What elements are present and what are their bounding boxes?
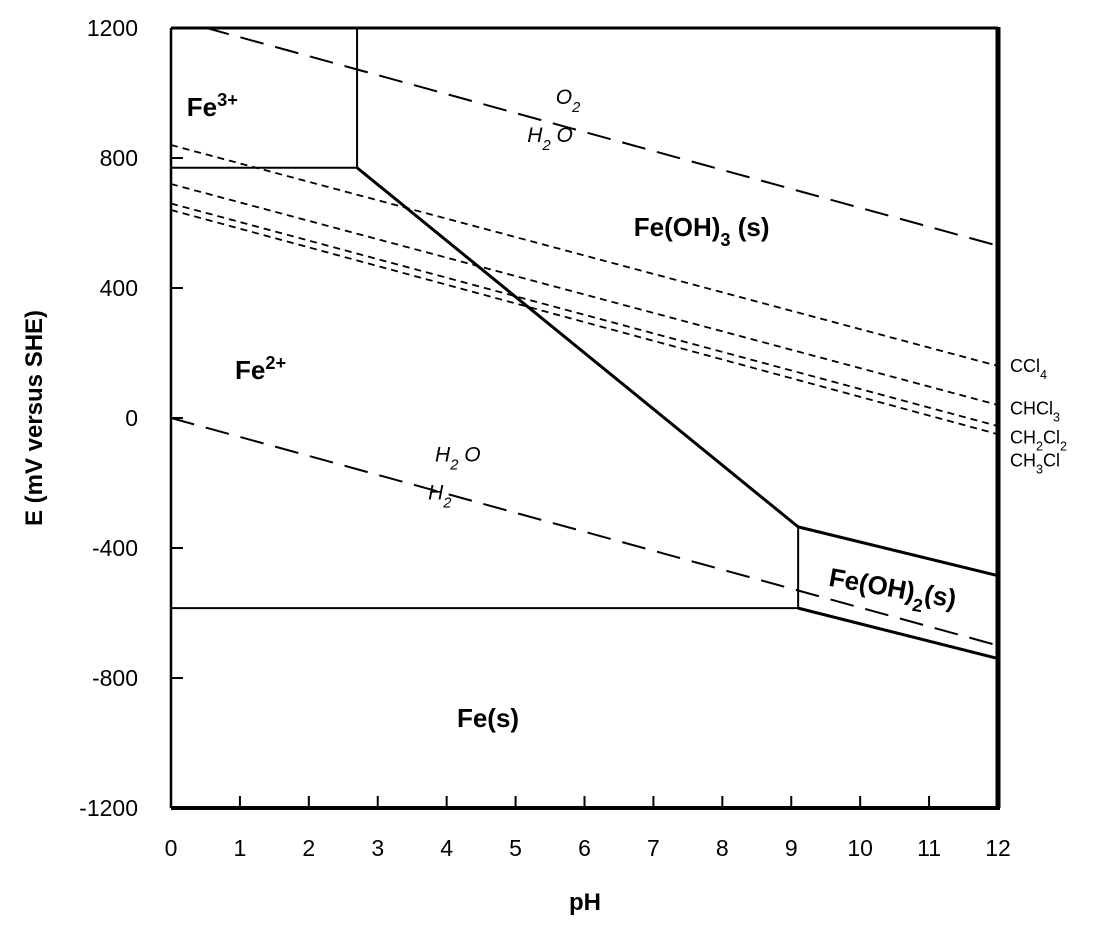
- phase-boundary-fe-oh-3-fe2: [356, 166, 800, 529]
- y-tick-label-800: 800: [100, 145, 138, 171]
- chart-labels: Fe3+ Fe2+ Fe(OH)3 (s) Fe(OH)2(s) Fe(s) O2 H2 O…: [187, 86, 1067, 733]
- x-tick-label-7: 7: [647, 835, 660, 861]
- y-tick-label-1200: 1200: [87, 15, 138, 41]
- x-tick-label-11: 11: [917, 835, 941, 861]
- x-tick-label-4: 4: [440, 835, 453, 861]
- couple-label-bottom-0: H2 O: [527, 124, 573, 154]
- region-label-fe2: Fe2+: [235, 353, 286, 385]
- y-tick-label-800: -800: [92, 665, 138, 691]
- x-tick-label-6: 6: [578, 835, 591, 861]
- region-label-fe3: Fe3+: [187, 90, 238, 122]
- region-label-fe-oh-2-s: Fe(OH)2(s): [825, 562, 958, 622]
- species-label-ch3cl: CH3Cl: [1010, 450, 1060, 476]
- x-tick-label-0: 0: [165, 835, 178, 861]
- phase-boundary-fe-oh-3-fe-oh-2: [797, 525, 998, 578]
- y-axis-title: E (mV versus SHE): [21, 310, 48, 526]
- y-tick-label-400: 400: [100, 275, 138, 301]
- species-label-chcl3: CHCl3: [1010, 398, 1060, 424]
- x-tick-label-10: 10: [847, 835, 873, 861]
- couple-label-top-1: H2 O: [435, 443, 481, 473]
- x-tick-label-3: 3: [371, 835, 384, 861]
- x-tick-label-9: 9: [785, 835, 798, 861]
- couple-line-ch3cl: [171, 209, 998, 436]
- y-tick-label-400: -400: [92, 535, 138, 561]
- y-tick-label-0: 0: [125, 405, 138, 431]
- x-tick-label-12: 12: [985, 835, 1011, 861]
- y-tick-label-1200: -1200: [79, 795, 138, 821]
- couple-line-ch2cl2: [171, 202, 998, 427]
- couple-label-bottom-1: H2: [428, 481, 451, 511]
- couple-label-top-0: O2: [556, 86, 581, 116]
- x-axis-title: pH: [569, 889, 601, 916]
- x-tick-label-5: 5: [509, 835, 522, 861]
- phase-boundary-fe-oh-2-fe-s: [797, 606, 998, 660]
- x-tick-label-2: 2: [302, 835, 315, 861]
- couple-line-chcl3: [171, 183, 998, 406]
- region-label-fe-oh-3-s: Fe(OH)3 (s): [634, 212, 770, 250]
- chart-lines: [171, 28, 998, 660]
- species-label-ccl4: CCl4: [1010, 356, 1047, 382]
- region-label-fe-s: Fe(s): [457, 703, 519, 733]
- couple-line-ccl4: [171, 144, 998, 367]
- plot-frame: [169, 26, 1001, 810]
- species-label-ch2cl2: CH2Cl2: [1010, 428, 1067, 454]
- x-tick-label-8: 8: [716, 835, 729, 861]
- water-line-o2-h2o: [202, 28, 998, 247]
- x-tick-label-1: 1: [234, 835, 247, 861]
- water-line-h2o-h2: [171, 417, 998, 647]
